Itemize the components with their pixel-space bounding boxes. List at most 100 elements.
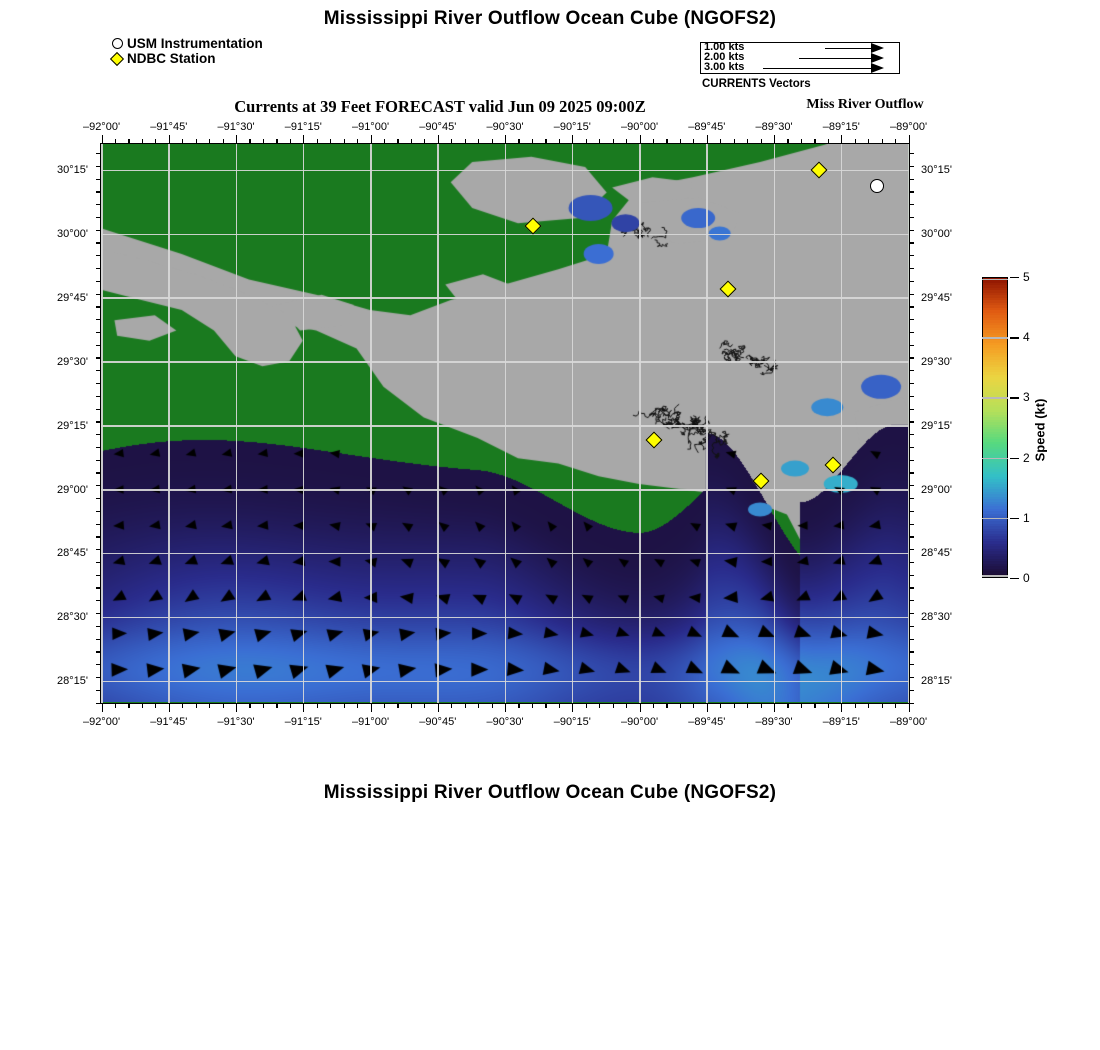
graticule-parallel [101, 425, 909, 427]
y-tick [910, 191, 914, 193]
y-tick [910, 638, 914, 640]
y-tick [96, 587, 100, 589]
lon-label-top: –89°30' [755, 121, 793, 133]
x-tick [262, 139, 265, 143]
y-tick [96, 165, 100, 167]
x-tick [774, 704, 776, 712]
colorbar-segment [983, 302, 1007, 306]
lon-label-bottom: –90°15' [553, 716, 591, 728]
vector-legend-row: 2.00 kts [701, 51, 899, 63]
x-tick [531, 139, 534, 143]
vector-scale-legend: 1.00 kts 2.00 kts 3.00 kts [700, 42, 900, 74]
colorbar-tick [1010, 337, 1019, 339]
graticule-meridian [571, 144, 574, 703]
y-tick [910, 357, 914, 359]
colorbar-segment [983, 551, 1007, 555]
lon-label-bottom: –91°15' [284, 716, 322, 728]
x-tick [249, 139, 251, 143]
x-tick [464, 139, 466, 143]
y-tick [910, 498, 914, 500]
y-tick [96, 408, 100, 410]
x-tick [128, 139, 130, 143]
x-tick [437, 704, 439, 712]
y-tick [910, 689, 914, 691]
colorbar-segment [983, 531, 1007, 535]
x-tick [774, 135, 776, 143]
x-tick [222, 139, 224, 143]
colorbar-segment [983, 414, 1007, 418]
y-tick [96, 280, 100, 282]
usm-instrumentation-marker[interactable] [869, 178, 884, 193]
map-plot-area[interactable] [100, 143, 910, 704]
x-tick [141, 704, 144, 708]
graticule-meridian [437, 144, 439, 703]
x-tick [168, 135, 170, 143]
lon-label-bottom: –89°30' [755, 716, 793, 728]
colorbar-segment [983, 474, 1007, 478]
x-tick [854, 139, 856, 143]
lon-label-top: –90°00' [620, 121, 659, 133]
legend-label-ndbc: NDBC Station [127, 51, 216, 66]
colorbar-segment [983, 489, 1007, 493]
x-tick [626, 704, 628, 708]
x-tick [868, 139, 870, 143]
x-tick [854, 704, 856, 708]
colorbar-segment [983, 357, 1007, 361]
colorbar-segment [983, 543, 1007, 547]
x-tick [881, 139, 883, 143]
y-tick [96, 229, 100, 231]
colorbar-segment [983, 287, 1007, 291]
y-tick [96, 242, 100, 244]
colorbar-segment [983, 285, 1007, 289]
x-tick [249, 704, 251, 708]
y-tick [96, 561, 100, 564]
colorbar-segment [983, 297, 1007, 301]
lon-label-top: –90°30' [486, 121, 524, 133]
legend-item-usm: USM Instrumentation [110, 36, 263, 51]
y-tick [96, 485, 100, 487]
x-tick [101, 135, 103, 143]
vector-shaft-1 [825, 47, 873, 49]
page-title: Mississippi River Outflow Ocean Cube (NG… [323, 8, 777, 29]
x-tick [451, 704, 453, 708]
colorbar-segment [983, 280, 1007, 284]
colorbar-segment [983, 342, 1007, 346]
x-tick [128, 704, 130, 708]
vector-arrowhead-3 [871, 63, 884, 73]
y-tick [96, 191, 100, 193]
y-tick [910, 664, 914, 666]
x-tick [787, 139, 789, 143]
colorbar-segment [983, 484, 1007, 488]
y-tick [96, 204, 100, 206]
colorbar-segment [983, 439, 1007, 443]
x-tick [410, 704, 413, 708]
colorbar-segment [983, 441, 1007, 445]
lat-label-left: 29°30' [57, 355, 88, 368]
vector-legend-label-2: 2.00 kts [704, 51, 745, 63]
colorbar-segment [983, 330, 1007, 334]
lat-label-left: 29°45' [57, 291, 88, 304]
lat-label-right: 28°45' [921, 547, 952, 560]
x-tick [720, 704, 722, 708]
y-tick [910, 613, 914, 615]
x-tick [585, 704, 587, 708]
colorbar-segment [983, 571, 1007, 575]
colorbar-tick [1010, 578, 1019, 580]
y-tick [910, 178, 914, 180]
x-tick [531, 704, 534, 708]
lat-label-right: 29°45' [921, 291, 952, 304]
graticule-meridian [504, 144, 506, 703]
colorbar-segment [983, 399, 1007, 403]
x-tick [814, 139, 816, 143]
colorbar-segment [983, 352, 1007, 356]
colorbar-segment [983, 392, 1007, 396]
colorbar-tick-label: 1 [1023, 510, 1030, 525]
x-tick [760, 139, 762, 143]
y-tick [96, 383, 100, 385]
colorbar-segment [983, 436, 1007, 440]
y-tick [910, 702, 914, 704]
graticule-parallel [101, 680, 909, 683]
station-legend: USM Instrumentation NDBC Station [109, 36, 263, 66]
y-tick [910, 165, 914, 167]
colorbar-segment [983, 464, 1007, 468]
